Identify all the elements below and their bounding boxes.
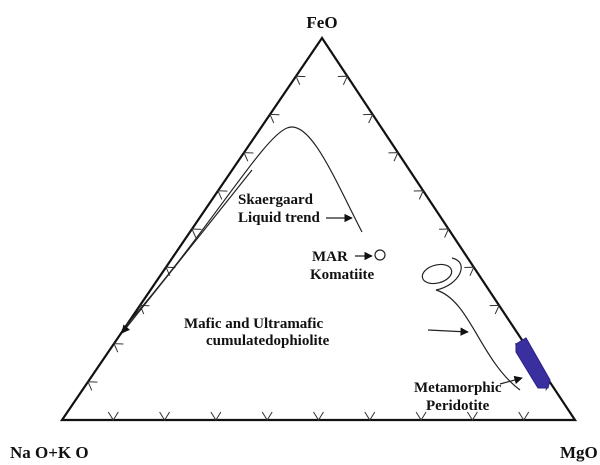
skaergaard-curve xyxy=(121,126,363,331)
mar-circle xyxy=(374,249,386,261)
tick xyxy=(191,228,202,238)
label: MAR xyxy=(312,249,348,265)
tick xyxy=(364,411,376,421)
tick xyxy=(261,411,273,421)
label: Liquid trend xyxy=(238,210,320,226)
tick xyxy=(415,411,427,421)
triangle xyxy=(59,36,578,422)
tick xyxy=(87,381,98,391)
label: Metamorphic xyxy=(414,380,502,396)
tick xyxy=(388,152,399,162)
tick xyxy=(337,75,349,85)
label: Komatiite xyxy=(310,267,374,283)
metamorphic-arrow xyxy=(499,375,523,385)
tick xyxy=(439,228,450,238)
tick xyxy=(269,113,280,124)
tick xyxy=(139,304,150,315)
trend-arrow xyxy=(121,169,253,334)
tick xyxy=(113,343,124,353)
tick xyxy=(159,411,171,421)
label: cumulatedophiolite xyxy=(206,333,330,349)
tick xyxy=(210,411,222,421)
tick xyxy=(413,190,424,200)
peridotite-field xyxy=(515,337,551,389)
tick xyxy=(518,411,530,421)
label: Peridotite xyxy=(426,398,490,414)
tick xyxy=(107,411,119,421)
tick xyxy=(466,411,478,421)
tick xyxy=(363,113,374,124)
komatiite-ellipse xyxy=(421,263,453,285)
label: Skaergaard xyxy=(238,192,314,208)
tick xyxy=(217,190,228,200)
vertex-label: MgO xyxy=(560,443,598,462)
vertex-label: Na O+K O xyxy=(10,443,89,462)
vertex-label: FeO xyxy=(306,13,337,32)
tick xyxy=(313,411,324,421)
tick xyxy=(243,152,254,162)
label: Mafic and Ultramafic xyxy=(184,316,323,332)
tick xyxy=(295,75,306,86)
tick xyxy=(489,304,500,315)
tick xyxy=(464,266,475,276)
ophiolite-curve xyxy=(435,257,521,391)
mafic-arrow xyxy=(427,327,469,336)
